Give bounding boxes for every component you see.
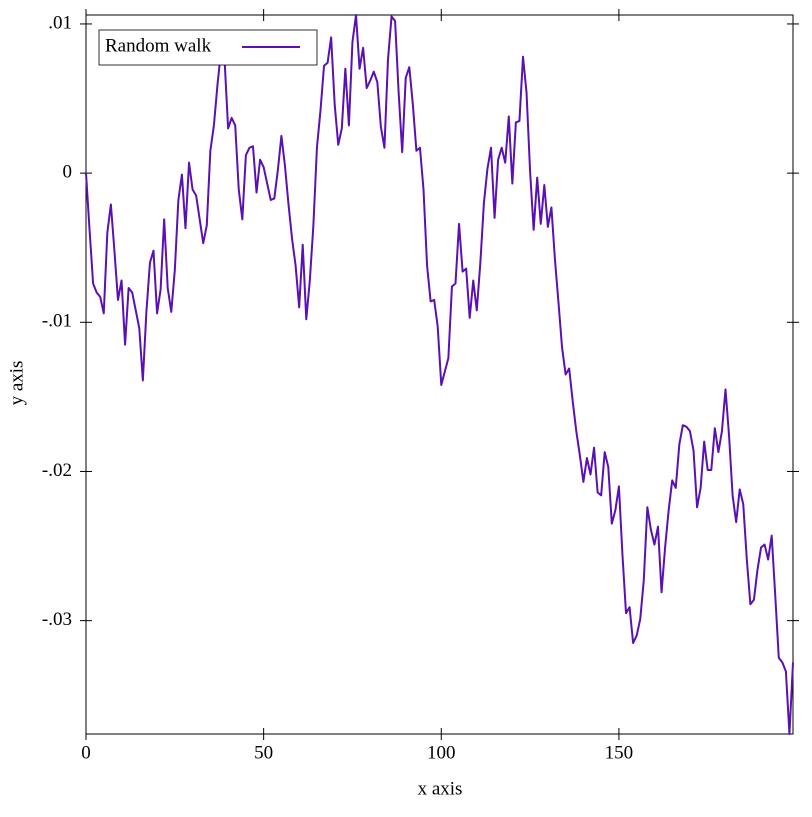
x-axis-label: x axis [418,778,463,799]
x-tick-label: 0 [81,742,91,763]
legend-label: Random walk [105,35,212,56]
data-line [85,14,794,735]
x-tick-label: 100 [427,742,456,763]
plot-frame [85,14,794,735]
y-tick-label: 0 [63,161,73,182]
y-tick-label: -.03 [42,609,72,630]
y-tick-label: -.01 [42,311,72,332]
x-tick-label: 150 [605,742,634,763]
y-tick-label: .01 [48,12,72,33]
y-tick-label: -.02 [42,460,72,481]
y-axis-label: y axis [6,361,27,406]
x-tick-label: 50 [254,742,273,763]
